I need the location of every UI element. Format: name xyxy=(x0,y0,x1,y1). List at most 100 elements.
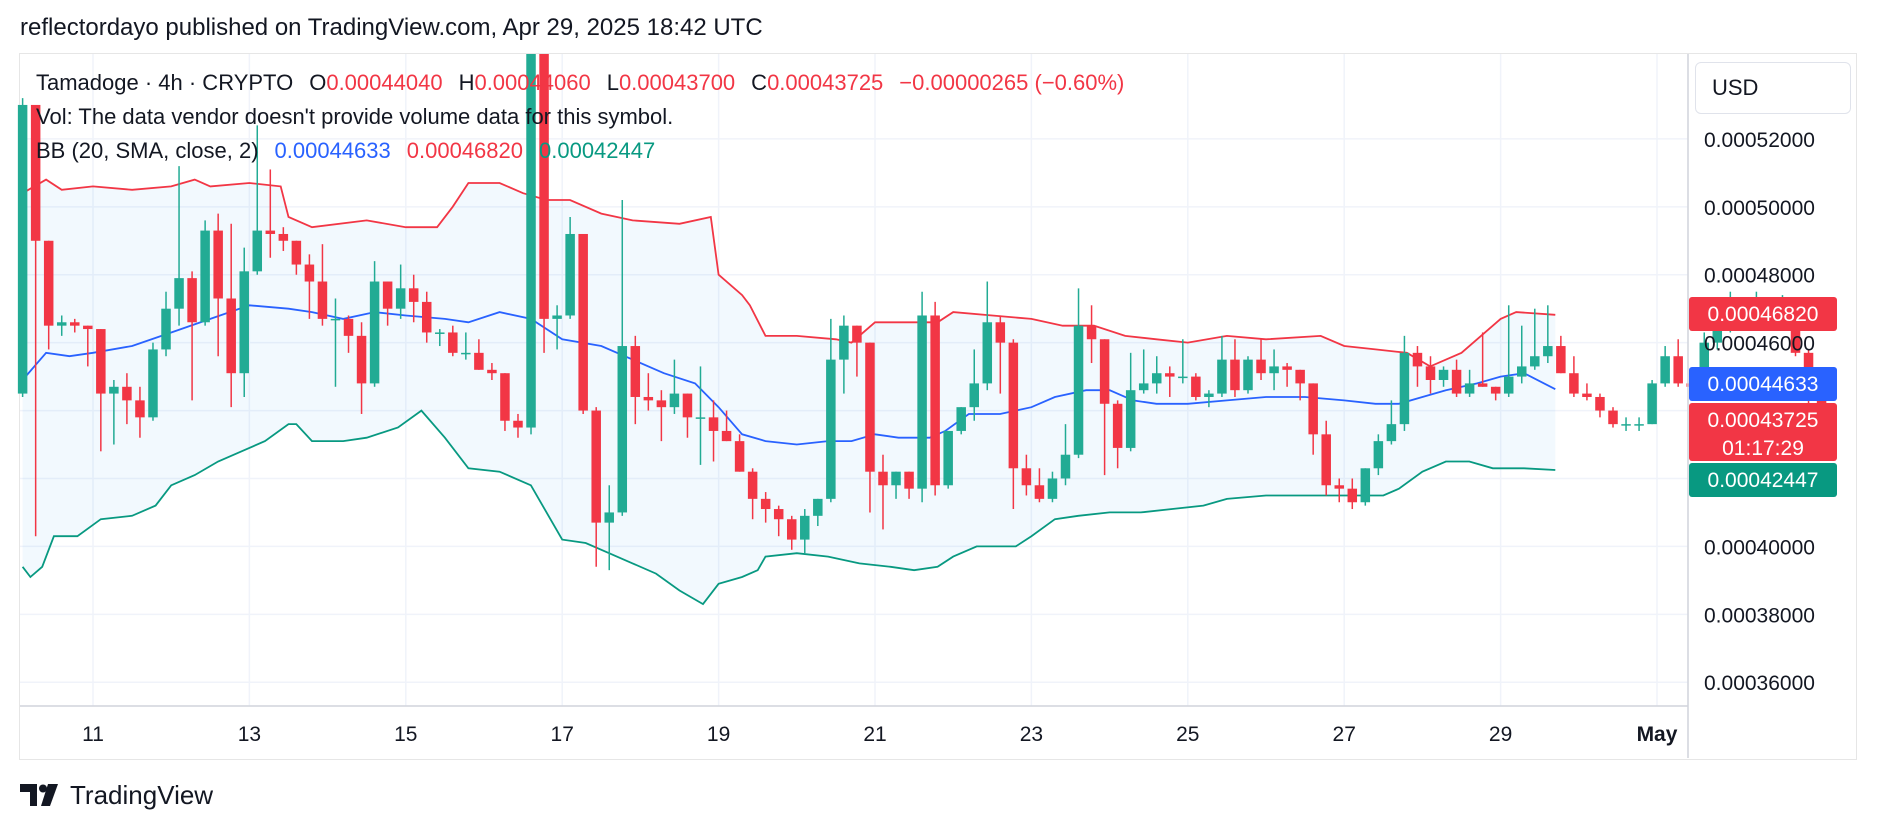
candle-body xyxy=(122,386,132,401)
candle-body xyxy=(1282,366,1292,370)
open-label: O xyxy=(309,70,327,95)
lower-band-badge-text: 0.00042447 xyxy=(1708,469,1819,492)
candle-body xyxy=(604,512,614,523)
candle-body xyxy=(643,396,654,401)
candle-body xyxy=(1412,352,1423,367)
time-tick-label: 23 xyxy=(1020,723,1043,746)
open-value: 0.00044040 xyxy=(326,70,443,95)
candle-body xyxy=(278,233,289,241)
candle-body xyxy=(682,393,693,418)
candle-body xyxy=(565,233,575,316)
candle-body xyxy=(1243,359,1253,391)
published-header: reflectordayo published on TradingView.c… xyxy=(20,14,763,41)
candle-body xyxy=(1347,488,1358,503)
candle-body xyxy=(1295,369,1305,384)
candle-body xyxy=(1125,390,1136,448)
candle-body xyxy=(408,288,419,302)
candle-body xyxy=(500,373,510,421)
candle-body xyxy=(552,315,562,319)
candle-body xyxy=(786,519,797,540)
candle-body xyxy=(1112,403,1123,448)
candle-body xyxy=(1021,468,1032,486)
candle-body xyxy=(1334,485,1344,489)
volume-note: Vol: The data vendor doesn't provide vol… xyxy=(36,104,674,129)
basis-badge-text: 0.00044633 xyxy=(1708,373,1819,396)
axes: 0.00036000 0.00038000 0.00040000 0.00046000… xyxy=(20,54,1815,758)
change-value: −0.00000265 (−0.60%) xyxy=(899,70,1125,95)
candle-body xyxy=(1477,383,1488,387)
close-label: C xyxy=(751,70,768,95)
time-tick-label: May xyxy=(1637,723,1678,746)
candle-body xyxy=(1399,352,1410,425)
high-value: 0.00044060 xyxy=(474,70,591,95)
candle-body xyxy=(1373,441,1384,469)
candle-body xyxy=(1269,366,1279,374)
price-tick-label: 0.00048000 xyxy=(1704,265,1815,288)
candle-body xyxy=(995,322,1006,343)
last-price-badge-text: 0.00043725 xyxy=(1708,409,1819,432)
candle-body xyxy=(83,325,93,330)
candle-body xyxy=(734,441,745,472)
upper-band-badge-text: 0.00046820 xyxy=(1708,303,1819,326)
candle-body xyxy=(43,240,54,326)
time-tick-label: 13 xyxy=(238,723,261,746)
tradingview-logo-icon xyxy=(20,784,58,806)
candle-body xyxy=(1569,373,1579,394)
price-tick-label: 0.00052000 xyxy=(1704,129,1815,152)
tradingview-footer[interactable]: TradingView xyxy=(20,780,213,810)
upper-band-badge xyxy=(1689,297,1837,331)
candle-body xyxy=(291,240,302,265)
symbol-line[interactable]: Tamadoge · 4h · CRYPTO xyxy=(36,70,294,95)
time-tick-label: 29 xyxy=(1489,723,1512,746)
bb-upper-value: 0.00046820 xyxy=(406,138,523,163)
candle-body xyxy=(226,298,236,374)
candle-body xyxy=(656,400,667,408)
time-tick-label: 19 xyxy=(707,723,730,746)
candle-body xyxy=(513,420,523,428)
candle-body xyxy=(982,322,993,384)
time-tick-label: 27 xyxy=(1333,723,1356,746)
candle-body xyxy=(578,233,588,411)
time-tick-label: 11 xyxy=(82,723,104,746)
candle-body xyxy=(1060,454,1071,479)
candle-body xyxy=(1425,366,1436,380)
candle-body xyxy=(1438,369,1449,380)
candle-body xyxy=(773,509,784,520)
currency-button[interactable]: USD xyxy=(1695,62,1851,114)
candle-body xyxy=(395,288,406,309)
bb-label[interactable]: BB (20, SMA, close, 2) xyxy=(36,138,259,163)
bb-basis-value: 0.00044633 xyxy=(274,138,391,163)
candle-body xyxy=(878,471,888,486)
candle-body xyxy=(1308,383,1318,435)
price-tick-label: 0.00040000 xyxy=(1704,536,1815,559)
candle-body xyxy=(187,278,197,323)
candle-body xyxy=(17,104,28,394)
candle-body xyxy=(526,54,536,428)
candle-body xyxy=(1386,424,1397,442)
candle-body xyxy=(904,471,914,489)
candle-body xyxy=(174,278,184,309)
candle-body xyxy=(930,315,940,486)
candle-body xyxy=(1699,342,1710,387)
last-price-badge xyxy=(1689,403,1837,461)
candles xyxy=(17,54,1827,571)
candle-body xyxy=(382,281,393,309)
candle-body xyxy=(630,346,641,397)
candle-body xyxy=(317,281,328,319)
candle-body xyxy=(356,335,367,384)
candle-body xyxy=(448,332,458,353)
bollinger-lower-line xyxy=(21,409,1556,606)
candle-body xyxy=(1712,329,1723,343)
candle-body xyxy=(669,393,680,408)
price-tick-label: 0.00046000 xyxy=(1704,333,1815,356)
candle-body xyxy=(343,318,354,336)
legend-ohlc: Tamadoge · 4h · CRYPTO O0.00044040 H0.0004… xyxy=(36,70,1124,96)
candle-body xyxy=(200,230,210,323)
candle-body xyxy=(1034,485,1045,499)
candle-body xyxy=(461,352,471,355)
bollinger-upper-line xyxy=(22,178,1556,368)
time-tick-label: 15 xyxy=(394,723,417,746)
candle-body xyxy=(1360,468,1371,503)
bb-lower-value: 0.00042447 xyxy=(539,138,656,163)
